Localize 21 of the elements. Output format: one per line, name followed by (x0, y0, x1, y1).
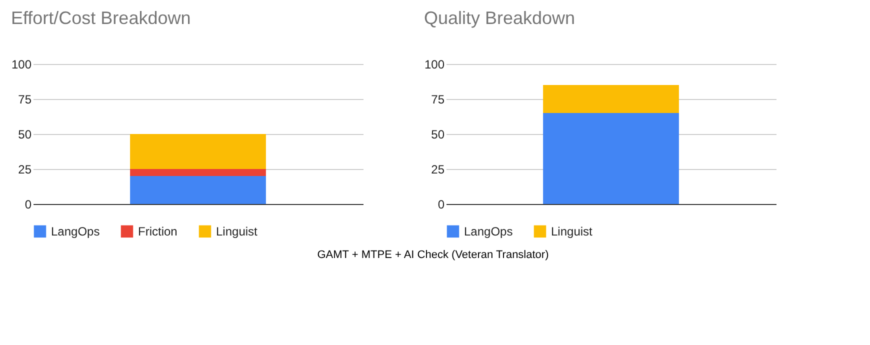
chart-title: Quality Breakdown (424, 8, 576, 28)
bar (130, 176, 266, 204)
legend-label: LangOps (464, 224, 513, 238)
y-tick-label: 50 (431, 128, 445, 142)
bar (130, 134, 266, 169)
legend-label: Linguist (216, 224, 258, 238)
y-tick-label: 100 (11, 58, 32, 72)
y-tick-label: 50 (18, 128, 32, 142)
y-tick-label: 0 (438, 198, 445, 212)
y-tick-label: 75 (431, 92, 445, 106)
y-tick-label: 0 (24, 198, 32, 212)
bar (130, 169, 266, 176)
text: GAMT + MTPE + AI Check (Veteran Translator) (317, 249, 549, 261)
chart-title: Effort/Cost Breakdown (10, 8, 191, 28)
y-tick-label: 25 (18, 162, 32, 176)
legend-label: Friction (138, 224, 178, 238)
legend-label: LangOps (51, 224, 100, 238)
y-tick-label: 25 (431, 162, 445, 176)
y-tick-label: 75 (18, 92, 32, 106)
y-tick-label: 100 (424, 58, 445, 72)
legend-label: Linguist (551, 224, 594, 238)
